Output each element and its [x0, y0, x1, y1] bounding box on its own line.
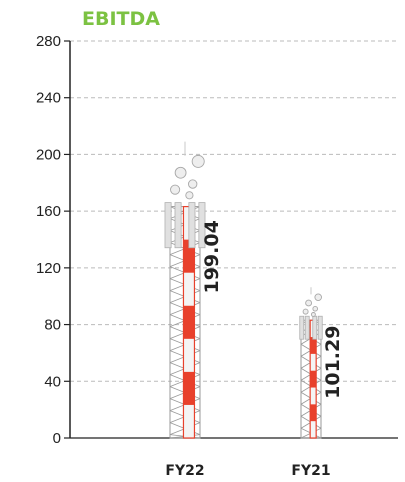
mast-stripe	[310, 404, 317, 422]
bar-fy21	[299, 287, 323, 439]
antenna-panel	[164, 202, 172, 249]
y-axis: 0 40 80 120 160 200 240 280	[36, 33, 398, 447]
y-tick-label: 160	[36, 203, 61, 220]
antenna-panel	[299, 315, 305, 340]
mast-stripe	[310, 353, 317, 372]
mast-stripe	[183, 239, 195, 274]
mast-stripe	[310, 421, 317, 439]
dish-antenna	[170, 184, 181, 195]
antenna-panel	[304, 315, 310, 340]
mast-stripe	[310, 337, 317, 355]
dish-antenna	[188, 179, 198, 189]
dish-antenna	[174, 166, 187, 179]
y-tick-label: 40	[44, 373, 61, 390]
dish-antenna	[312, 305, 318, 312]
dish-antenna	[191, 154, 205, 168]
antenna-panel	[312, 315, 318, 340]
dish-antenna	[305, 299, 313, 307]
bars	[164, 141, 323, 439]
mast-stripe	[183, 338, 195, 373]
y-tick-label: 200	[36, 146, 61, 163]
y-tick-label: 80	[44, 317, 61, 334]
mast-stripe	[183, 305, 195, 340]
y-tick-label: 120	[36, 260, 61, 277]
mast-stripe	[310, 370, 317, 389]
y-tick-label: 280	[36, 33, 61, 50]
dish-antenna	[302, 308, 309, 315]
grid-lines	[70, 40, 398, 382]
dish-antenna	[314, 293, 322, 302]
x-tick-label: FY22	[165, 463, 204, 479]
antenna-panel	[198, 202, 206, 249]
mast-stripe	[183, 272, 195, 307]
mast-stripe	[183, 404, 195, 439]
labels: FY22 199.04 FY21 101.29	[165, 220, 344, 479]
bar-fy22	[164, 141, 206, 439]
data-label: 199.04	[201, 220, 223, 293]
y-tick-label: 240	[36, 90, 61, 107]
y-tick-label: 0	[53, 430, 61, 447]
dish-antenna	[310, 312, 316, 317]
antenna-panel	[174, 202, 182, 249]
x-tick-label: FY21	[291, 463, 330, 479]
antenna-panel	[188, 202, 196, 249]
antenna-panel	[317, 315, 323, 340]
chart-title: EBITDA	[82, 8, 160, 30]
mast-stripe	[310, 387, 317, 405]
mast-stripe	[183, 371, 195, 406]
data-label: 101.29	[322, 326, 344, 399]
dish-antenna	[185, 191, 194, 200]
